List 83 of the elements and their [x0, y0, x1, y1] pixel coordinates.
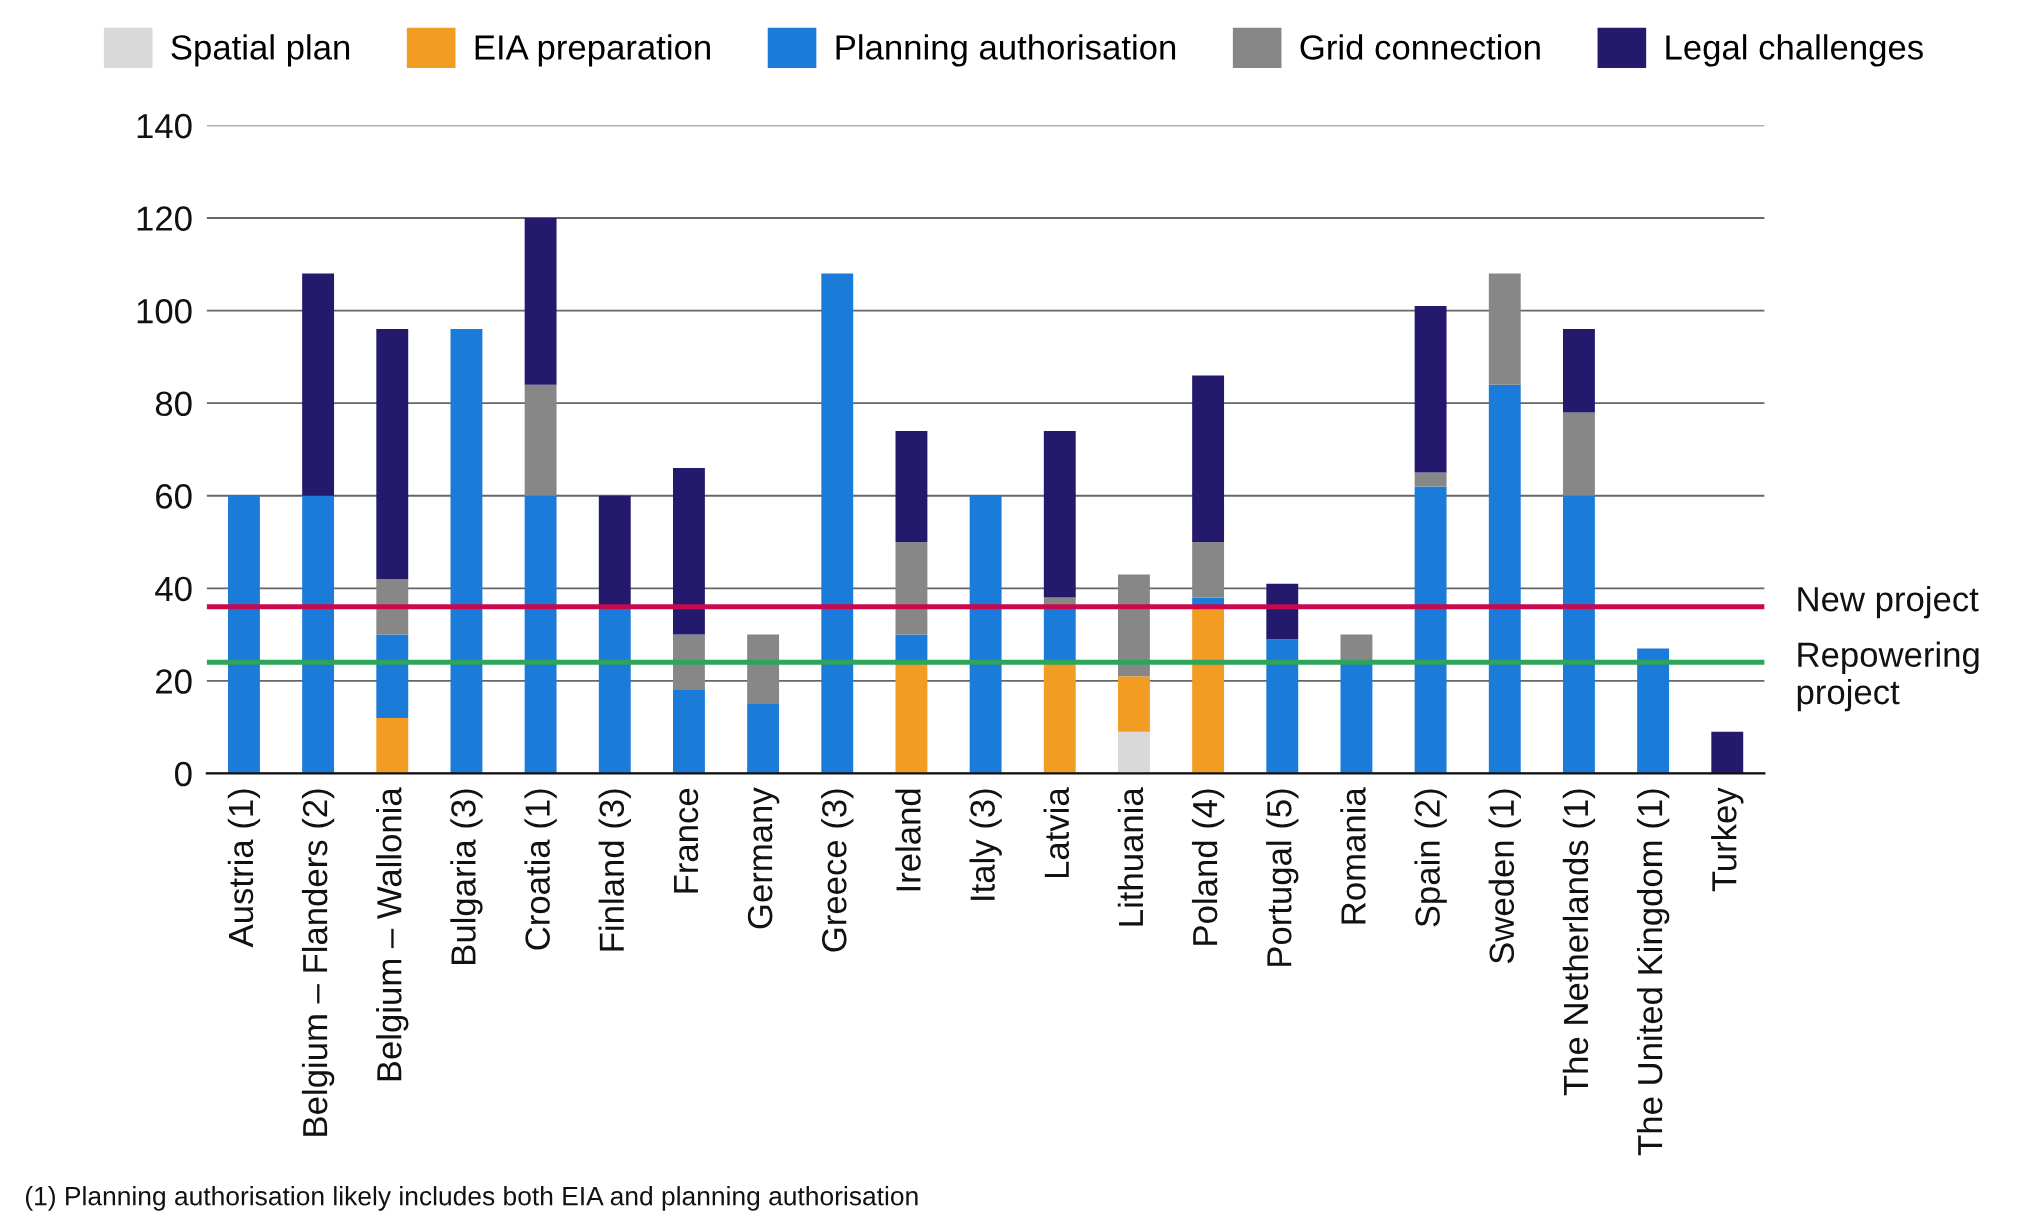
bar [376, 579, 409, 635]
bar [1563, 495, 1595, 774]
x-tick-label: Austria (1) [227, 789, 261, 948]
bar [524, 495, 557, 774]
bar [1118, 676, 1150, 732]
bar [1488, 273, 1521, 385]
legend-label: Legal challenges [1666, 34, 1923, 67]
bar [1563, 412, 1595, 496]
x-tick-label: The Netherlands (1) [1562, 789, 1596, 1096]
y-tick-label: 20 [156, 669, 192, 694]
bar [302, 495, 335, 774]
x-tick-label: Finland (3) [598, 789, 631, 951]
bar [376, 717, 409, 774]
bar [524, 384, 557, 496]
y-tick-label: 100 [137, 298, 192, 324]
bar [1266, 639, 1299, 774]
bar [672, 634, 705, 691]
x-tick-label: Croatia (1) [524, 789, 557, 950]
bar [1192, 375, 1225, 543]
bar [1192, 606, 1225, 774]
legend-label: Grid connection [1300, 34, 1540, 60]
x-tick-label: Portugal (5) [1266, 789, 1299, 966]
bar [895, 662, 928, 774]
bar [227, 495, 260, 774]
y-tick-label: 60 [156, 484, 192, 509]
bar [1266, 583, 1299, 640]
bar [1563, 329, 1595, 413]
bar [895, 430, 928, 543]
bar [1637, 648, 1670, 774]
x-tick-label: Sweden (1) [1488, 789, 1521, 964]
y-tick-label: 120 [137, 206, 192, 231]
y-tick-label: 80 [155, 391, 192, 417]
legend-label: Planning authorisation [836, 34, 1176, 67]
bar [1043, 662, 1076, 774]
bar [1414, 305, 1447, 473]
x-tick-label: Greece (3) [821, 789, 854, 952]
ref-line-label: Repowering project [1797, 641, 1979, 712]
x-tick-label: Belgium – Wallonia [376, 787, 409, 1081]
x-tick-label: Poland (4) [1191, 789, 1225, 945]
bar [747, 704, 780, 774]
x-tick-label: The United Kingdom (1) [1636, 789, 1670, 1156]
x-tick-label: Spain (2) [1414, 789, 1447, 927]
legend-label: Spatial plan [171, 34, 350, 67]
text: (1) Planning authorisation likely includes both EIA and planning authorisation [25, 1186, 918, 1211]
bar [450, 329, 483, 774]
bar [895, 634, 928, 663]
bar [1340, 634, 1373, 663]
bar [672, 467, 705, 635]
x-tick-label: Ireland [895, 789, 921, 891]
bar [1488, 384, 1521, 774]
bar [524, 218, 557, 385]
bar [1118, 731, 1150, 774]
bar [1414, 472, 1447, 487]
x-tick-label: Lithuania [1117, 787, 1144, 926]
bar [598, 495, 631, 607]
bar [1414, 486, 1447, 774]
x-tick-label: France [674, 788, 699, 893]
x-tick-label: Romania [1340, 787, 1366, 924]
bar [302, 273, 335, 496]
x-tick-label: Germany [747, 787, 780, 929]
x-tick-label: Turkey [1711, 787, 1744, 892]
x-tick-label: Bulgaria (3) [450, 789, 483, 964]
bar [1711, 731, 1744, 774]
legend-label: EIA preparation [475, 34, 710, 67]
bar [747, 634, 780, 704]
bar [895, 542, 928, 635]
bar [1192, 542, 1225, 598]
bar [1118, 574, 1150, 677]
bar [598, 606, 631, 774]
x-tick-label: Italy (3) [969, 789, 1002, 900]
bar [1340, 662, 1373, 774]
bar [821, 273, 854, 774]
bar [969, 495, 1002, 774]
x-tick-label: Belgium – Flanders (2) [301, 789, 335, 1136]
bar [376, 329, 409, 580]
bar [1043, 430, 1076, 598]
y-tick-label: 0 [175, 761, 192, 787]
ref-line-label: New project [1798, 585, 1979, 619]
bar [376, 634, 409, 718]
y-tick-label: 140 [137, 113, 192, 139]
y-tick-label: 40 [155, 576, 192, 602]
x-tick-label: Latvia [1043, 787, 1070, 878]
bar [672, 690, 705, 774]
